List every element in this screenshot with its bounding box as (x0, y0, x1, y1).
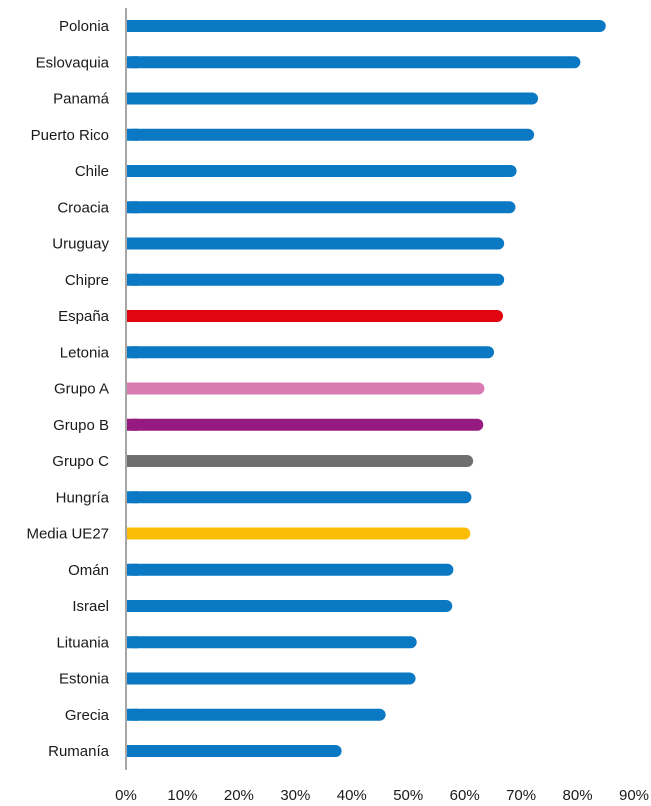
category-label: Uruguay (52, 236, 109, 253)
bar-grupo-a (126, 382, 485, 395)
category-label: Puerto Rico (31, 127, 109, 144)
bar-omán (126, 563, 454, 576)
bar-base-grupo-b (126, 418, 138, 431)
x-tick-label: 0% (115, 787, 137, 804)
category-label: Hungría (56, 489, 110, 506)
category-label: Rumanía (48, 743, 110, 760)
bar-base-israel (126, 600, 138, 612)
category-label: Media UE27 (26, 526, 109, 543)
category-label: Grupo C (52, 453, 109, 470)
bar-rumanía (126, 745, 342, 757)
bar-base-rumanía (126, 745, 138, 757)
x-tick-label: 50% (393, 787, 423, 804)
bar-base-polonia (126, 20, 138, 32)
x-tick-label: 40% (337, 787, 367, 804)
bar-media-ue27 (126, 527, 471, 540)
category-label: Omán (68, 562, 109, 579)
bar-grupo-b (126, 418, 484, 431)
x-tick-label: 20% (224, 787, 254, 804)
bar-base-españa (126, 310, 138, 322)
bar-base-grupo-c (126, 455, 138, 467)
category-label: Chipre (65, 272, 109, 289)
bar-estonia (126, 672, 416, 685)
bar-base-chipre (126, 273, 138, 286)
category-label: Polonia (59, 18, 110, 35)
bar-base-panamá (126, 92, 138, 105)
bar-base-media-ue27 (126, 527, 138, 540)
x-tick-label: 60% (450, 787, 480, 804)
category-labels: Polonia Eslovaquia Panamá Puerto Rico Chile C… (26, 18, 109, 760)
category-label: Panamá (53, 91, 110, 108)
x-tick-label: 80% (563, 787, 593, 804)
category-label: Croacia (57, 199, 109, 216)
x-tick-label: 70% (506, 787, 536, 804)
bar-polonia (126, 20, 606, 32)
category-label: Eslovaquia (36, 54, 110, 71)
bar-base-hungría (126, 491, 138, 504)
bar-grecia (126, 708, 386, 721)
bar-eslovaquia (126, 56, 581, 69)
category-label: Grupo B (53, 417, 109, 434)
bar-panamá (126, 92, 539, 105)
bar-uruguay (126, 237, 505, 250)
bar-base-omán (126, 563, 138, 576)
bar-chile (126, 165, 517, 177)
category-label: Lituania (56, 634, 109, 651)
category-label: Estonia (59, 671, 110, 688)
bar-base-grupo-a (126, 382, 138, 395)
category-label: Israel (72, 598, 109, 615)
bar-base-lituania (126, 636, 138, 649)
bar-lituania (126, 636, 417, 649)
category-label: Grecia (65, 707, 110, 724)
category-label: España (58, 308, 110, 325)
bar-croacia (126, 201, 516, 214)
category-label: Chile (75, 163, 109, 180)
x-tick-label: 30% (280, 787, 310, 804)
bar-grupo-c (126, 455, 474, 467)
bar-españa (126, 310, 504, 322)
bar-base-chile (126, 165, 138, 177)
bar-israel (126, 600, 453, 612)
bar-chipre (126, 273, 505, 286)
bar-base-uruguay (126, 237, 138, 250)
category-label: Grupo A (54, 381, 109, 398)
bar-base-croacia (126, 201, 138, 214)
x-tick-label: 10% (167, 787, 197, 804)
bar-hungría (126, 491, 472, 504)
x-tick-labels: 0% 10% 20% 30% 40% 50% 60% 70% 80% 90% (115, 787, 649, 804)
bar-base-grecia (126, 708, 138, 721)
x-tick-label: 90% (619, 787, 649, 804)
bar-base-estonia (126, 672, 138, 685)
bar-base-letonia (126, 346, 138, 359)
bar-letonia (126, 346, 495, 359)
bars-group (126, 20, 606, 757)
category-label: Letonia (60, 344, 110, 361)
bar-base-puerto-rico (126, 128, 138, 141)
bar-base-eslovaquia (126, 56, 138, 69)
bar-puerto-rico (126, 128, 535, 141)
